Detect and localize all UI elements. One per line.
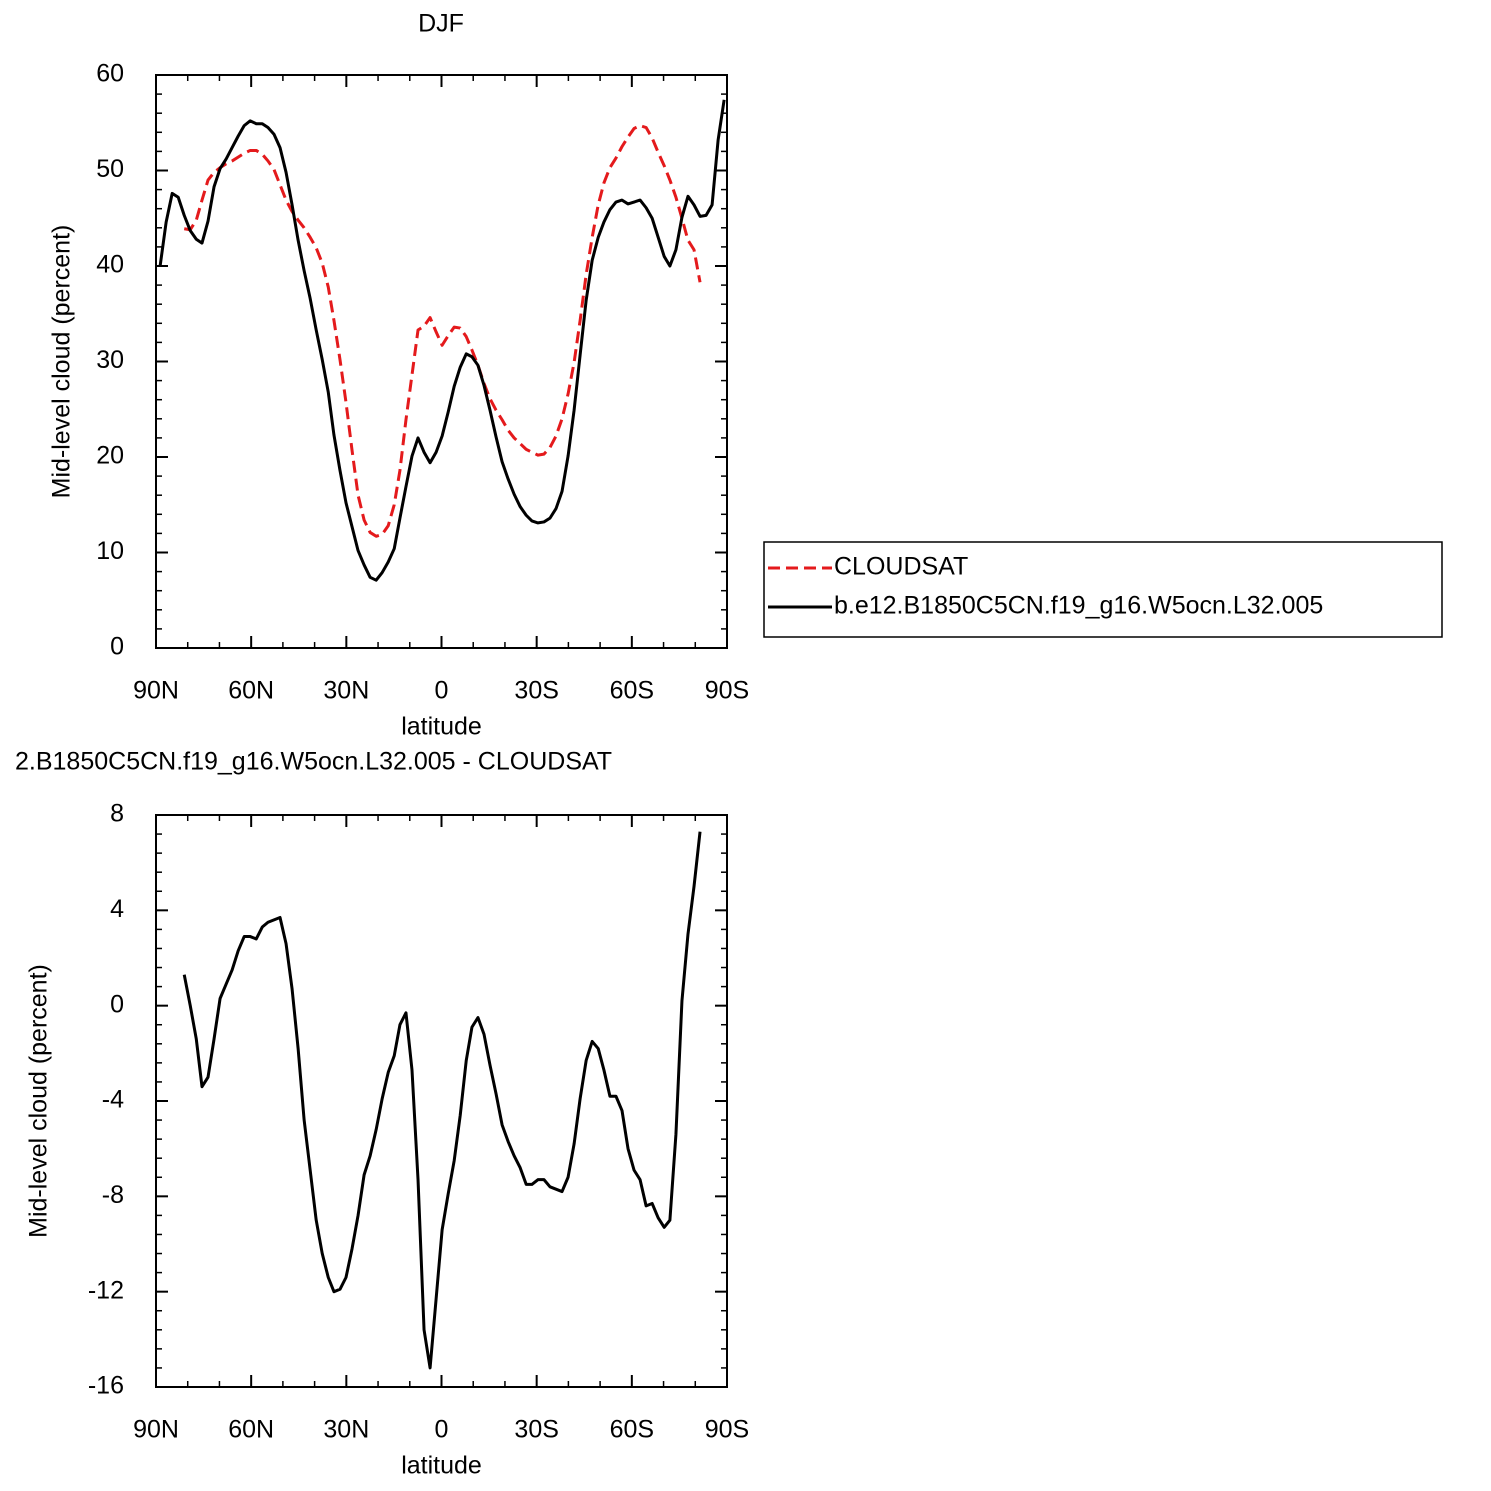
y-tick-label: -16 [88, 1372, 124, 1400]
data-line [158, 99, 726, 582]
y-tick-label: 50 [96, 155, 124, 183]
plot-frame [155, 74, 728, 649]
y-tick-label: -12 [88, 1276, 124, 1304]
x-tick-label: 60S [610, 1416, 654, 1444]
x-tick-label: 60N [228, 1416, 274, 1444]
x-tick-label: 90S [705, 677, 749, 705]
y-tick-label: 20 [96, 442, 124, 470]
x-tick-label: 0 [435, 677, 449, 705]
legend-box [763, 541, 1443, 638]
x-tick-label: 90N [133, 1416, 179, 1444]
x-tick-label: 30S [514, 677, 558, 705]
y-tick-label: 30 [96, 346, 124, 374]
y-tick-label: 0 [110, 633, 124, 661]
y-tick-label: 40 [96, 251, 124, 279]
x-tick-label: 90S [705, 1416, 749, 1444]
x-tick-label: 30S [514, 1416, 558, 1444]
data-line [183, 124, 702, 538]
y-tick-label: 4 [110, 895, 124, 923]
y-tick-label: -4 [102, 1086, 124, 1114]
legend-label: CLOUDSAT [834, 553, 968, 581]
x-tick-label: 60N [228, 677, 274, 705]
x-tick-label: 0 [435, 1416, 449, 1444]
x-tick-label: 90N [133, 677, 179, 705]
y-axis-label: Mid-level cloud (percent) [25, 964, 53, 1238]
data-line [182, 831, 702, 1370]
y-tick-label: -8 [102, 1181, 124, 1209]
x-axis-label: latitude [401, 713, 482, 741]
y-tick-label: 60 [96, 60, 124, 88]
x-axis-label: latitude [401, 1452, 482, 1480]
x-tick-label: 30N [323, 1416, 369, 1444]
legend-label: b.e12.B1850C5CN.f19_g16.W5ocn.L32.005 [834, 592, 1323, 620]
y-tick-label: 8 [110, 800, 124, 828]
x-tick-label: 60S [610, 677, 654, 705]
y-axis-label: Mid-level cloud (percent) [48, 225, 76, 499]
chart-title: 2.B1850C5CN.f19_g16.W5ocn.L32.005 - CLOU… [15, 748, 612, 776]
y-tick-label: 0 [110, 990, 124, 1018]
x-tick-label: 30N [323, 677, 369, 705]
y-tick-label: 10 [96, 537, 124, 565]
chart-title: DJF [418, 10, 464, 38]
plot-frame [155, 814, 728, 1388]
